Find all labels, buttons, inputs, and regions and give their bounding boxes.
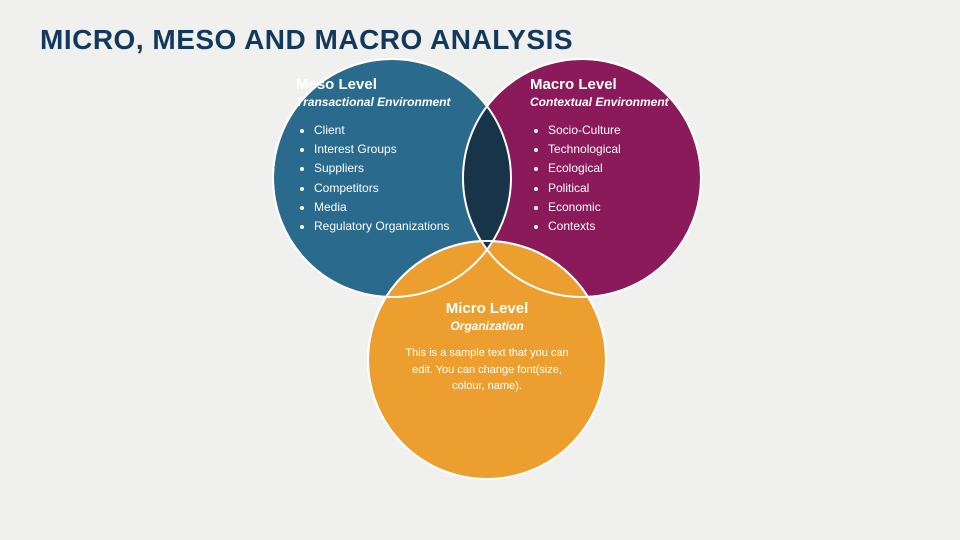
meso-subtitle: Transactional Environment bbox=[296, 95, 486, 109]
micro-subtitle: Organization bbox=[398, 319, 576, 333]
micro-title: Micro Level bbox=[398, 300, 576, 317]
list-item: Suppliers bbox=[314, 159, 486, 178]
list-item: Regulatory Organizations bbox=[314, 217, 486, 236]
list-item: Technological bbox=[548, 140, 700, 159]
list-item: Contexts bbox=[548, 217, 700, 236]
macro-list: Socio-Culture Technological Ecological P… bbox=[530, 121, 700, 236]
list-item: Socio-Culture bbox=[548, 121, 700, 140]
meso-list: Client Interest Groups Suppliers Competi… bbox=[296, 121, 486, 236]
slide: MICRO, MESO AND MACRO ANALYSIS Meso Leve… bbox=[0, 0, 960, 540]
venn-content-micro: Micro Level Organization This is a sampl… bbox=[398, 300, 576, 395]
venn-diagram: Meso Level Transactional Environment Cli… bbox=[0, 0, 960, 540]
list-item: Ecological bbox=[548, 159, 700, 178]
list-item: Client bbox=[314, 121, 486, 140]
venn-content-meso: Meso Level Transactional Environment Cli… bbox=[296, 76, 486, 236]
macro-subtitle: Contextual Environment bbox=[530, 95, 700, 109]
meso-title: Meso Level bbox=[296, 76, 486, 93]
list-item: Interest Groups bbox=[314, 140, 486, 159]
micro-body: This is a sample text that you can edit.… bbox=[398, 345, 576, 395]
macro-title: Macro Level bbox=[530, 76, 700, 93]
list-item: Media bbox=[314, 198, 486, 217]
list-item: Political bbox=[548, 179, 700, 198]
venn-content-macro: Macro Level Contextual Environment Socio… bbox=[530, 76, 700, 236]
list-item: Competitors bbox=[314, 179, 486, 198]
list-item: Economic bbox=[548, 198, 700, 217]
